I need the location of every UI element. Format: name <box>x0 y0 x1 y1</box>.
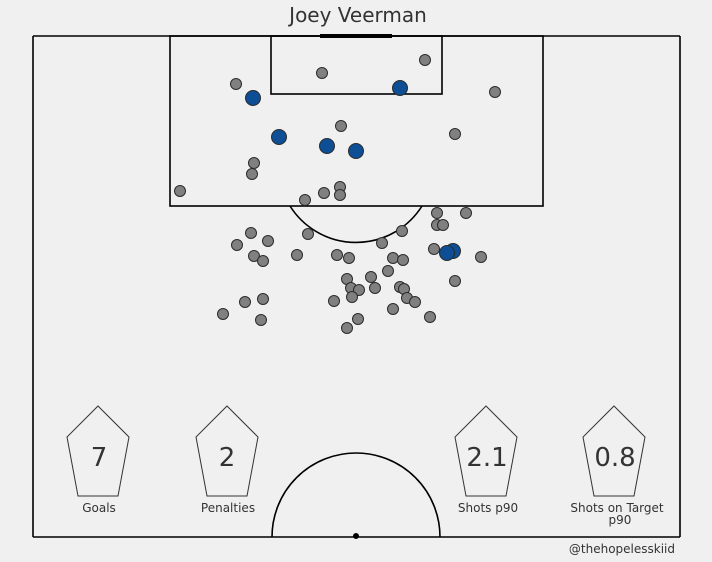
shot-marker <box>437 219 449 231</box>
stat-label: Shots p90 <box>458 501 518 515</box>
shot-marker <box>334 189 346 201</box>
shot-marker <box>409 296 421 308</box>
stat-label: Penalties <box>201 501 255 515</box>
stat-value: 0.8 <box>594 443 635 473</box>
shot-marker <box>346 291 358 303</box>
shot-marker <box>318 187 330 199</box>
shot-marker <box>302 228 314 240</box>
shot-marker <box>255 314 267 326</box>
shot-marker <box>382 265 394 277</box>
shot-marker <box>449 128 461 140</box>
shot-marker <box>431 207 443 219</box>
shot-marker <box>396 225 408 237</box>
centre-circle-arc <box>271 452 441 538</box>
stat-pentagon <box>195 405 259 497</box>
shot-marker <box>341 322 353 334</box>
goal-marker <box>319 138 335 154</box>
shot-marker <box>475 251 487 263</box>
shot-marker <box>291 249 303 261</box>
shot-marker <box>424 311 436 323</box>
stat-badges: 7 Goals 2 Penalties 2.1 Shots p90 0.8 Sh… <box>66 405 664 527</box>
shots-layer <box>174 54 501 334</box>
pitch <box>32 34 681 539</box>
stat-value: 2.1 <box>466 443 507 473</box>
shot-marker <box>217 308 229 320</box>
shot-marker <box>262 235 274 247</box>
shot-marker <box>231 239 243 251</box>
goal-marker <box>245 90 261 106</box>
shot-marker <box>299 194 311 206</box>
shot-marker <box>328 295 340 307</box>
goal-marker <box>439 245 455 261</box>
centre-spot <box>352 532 359 539</box>
shot-marker <box>230 78 242 90</box>
goals-layer <box>245 80 461 261</box>
shot-marker <box>257 293 269 305</box>
shot-marker <box>331 249 343 261</box>
shot-marker <box>239 296 251 308</box>
shot-marker <box>335 120 347 132</box>
shot-marker <box>489 86 501 98</box>
stat-label: Shots on Target <box>570 501 664 515</box>
shot-marker <box>397 254 409 266</box>
shot-marker <box>352 313 364 325</box>
shot-marker <box>246 168 258 180</box>
shot-marker <box>369 282 381 294</box>
stat-badge-shots-p90: 2.1 Shots p90 <box>454 405 518 515</box>
stat-badge-goals: 7 Goals <box>66 405 130 515</box>
goal-marker <box>392 80 408 96</box>
shot-marker <box>353 284 365 296</box>
shot-marker <box>245 227 257 239</box>
stat-value: 7 <box>91 443 108 473</box>
shot-marker <box>449 275 461 287</box>
shot-marker <box>387 252 399 264</box>
penalty-arc <box>289 205 423 244</box>
stat-pentagon <box>66 405 130 497</box>
shot-marker <box>248 157 260 169</box>
shot-marker <box>316 67 328 79</box>
shot-marker <box>174 185 186 197</box>
shot-marker <box>428 243 440 255</box>
shot-marker <box>387 303 399 315</box>
stat-badge-penalties: 2 Penalties <box>195 405 259 515</box>
goal-marker <box>271 129 287 145</box>
stat-label-line2: p90 <box>609 513 632 527</box>
shot-marker <box>365 271 377 283</box>
shot-marker <box>257 255 269 267</box>
shot-marker <box>248 250 260 262</box>
shot-marker <box>343 252 355 264</box>
stat-pentagon <box>582 405 646 497</box>
shot-marker <box>419 54 431 66</box>
goal-marker <box>348 143 364 159</box>
stat-pentagon <box>454 405 518 497</box>
stat-badge-shots-on-target-p90: 0.8 Shots on Target p90 <box>570 405 664 527</box>
credit-text: @thehopelesskiid <box>569 542 675 556</box>
stat-label: Goals <box>82 501 116 515</box>
shot-marker <box>460 207 472 219</box>
chart-title: Joey Veerman <box>287 3 427 27</box>
shot-marker <box>376 237 388 249</box>
stat-value: 2 <box>219 443 236 473</box>
